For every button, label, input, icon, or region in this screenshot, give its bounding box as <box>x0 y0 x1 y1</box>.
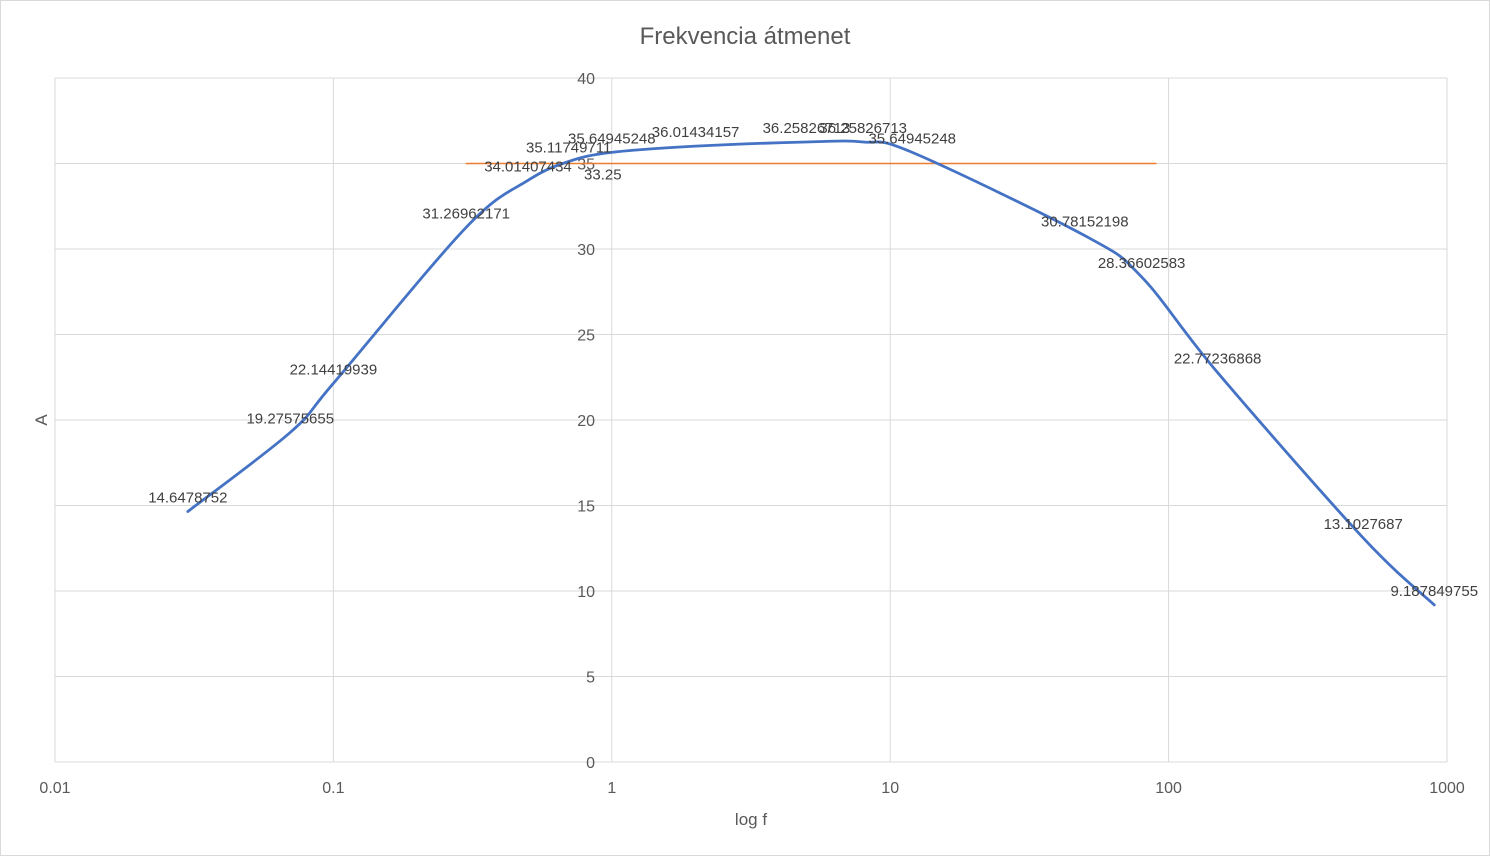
y-tick-label: 10 <box>577 584 595 601</box>
y-tick-label: 30 <box>577 242 595 259</box>
data-label: 19.27575655 <box>246 410 334 427</box>
data-label: 9.187849755 <box>1390 583 1478 600</box>
x-axis-label: log f <box>735 810 767 829</box>
y-tick-label: 40 <box>577 71 595 88</box>
x-tick-label: 1 <box>607 780 616 797</box>
y-tick-label: 0 <box>586 755 595 772</box>
data-label: 35.11749711 <box>526 139 611 156</box>
gridlines <box>54 77 1448 763</box>
data-label: 30.78152198 <box>1041 214 1129 231</box>
data-label: 35.64945248 <box>868 130 956 147</box>
y-tick-labels: 0 5 10 15 20 25 30 35 40 <box>577 71 595 772</box>
data-label: 36.01434157 <box>652 124 740 141</box>
y-axis-label: A <box>32 414 51 426</box>
x-tick-label: 0.1 <box>322 780 344 797</box>
x-tick-labels: 0.01 0.1 1 10 100 1000 <box>39 780 1464 797</box>
data-labels: 14.6478752 19.27575655 22.14419939 31.26962… <box>148 120 1478 600</box>
data-label: 33.25 <box>584 167 622 184</box>
y-tick-label: 35 <box>577 157 595 174</box>
y-tick-label: 25 <box>577 328 595 345</box>
data-label: 13.1027687 <box>1324 516 1403 533</box>
data-label: 22.14419939 <box>290 361 378 378</box>
x-tick-label: 10 <box>881 780 899 797</box>
series-line-blue <box>186 139 1436 607</box>
series-lines <box>186 139 1436 607</box>
x-tick-label: 1000 <box>1429 780 1465 797</box>
y-tick-label: 20 <box>577 413 595 430</box>
data-label: 22.77236868 <box>1174 351 1262 368</box>
y-tick-label: 15 <box>577 499 595 516</box>
chart-title: Frekvencia átmenet <box>640 23 851 50</box>
data-label: 35.64945248 <box>568 130 656 147</box>
x-tick-label: 100 <box>1155 780 1182 797</box>
data-label: 28.36602583 <box>1098 255 1186 272</box>
x-tick-label: 0.01 <box>39 780 70 797</box>
data-label: 14.6478752 <box>148 490 227 507</box>
data-label: 34.01407434 <box>484 158 572 175</box>
data-label: 36.25826713 <box>763 120 851 137</box>
y-tick-label: 5 <box>586 670 595 687</box>
data-label: 31.26962171 <box>422 205 510 222</box>
data-label: 36.25826713 <box>819 120 907 137</box>
